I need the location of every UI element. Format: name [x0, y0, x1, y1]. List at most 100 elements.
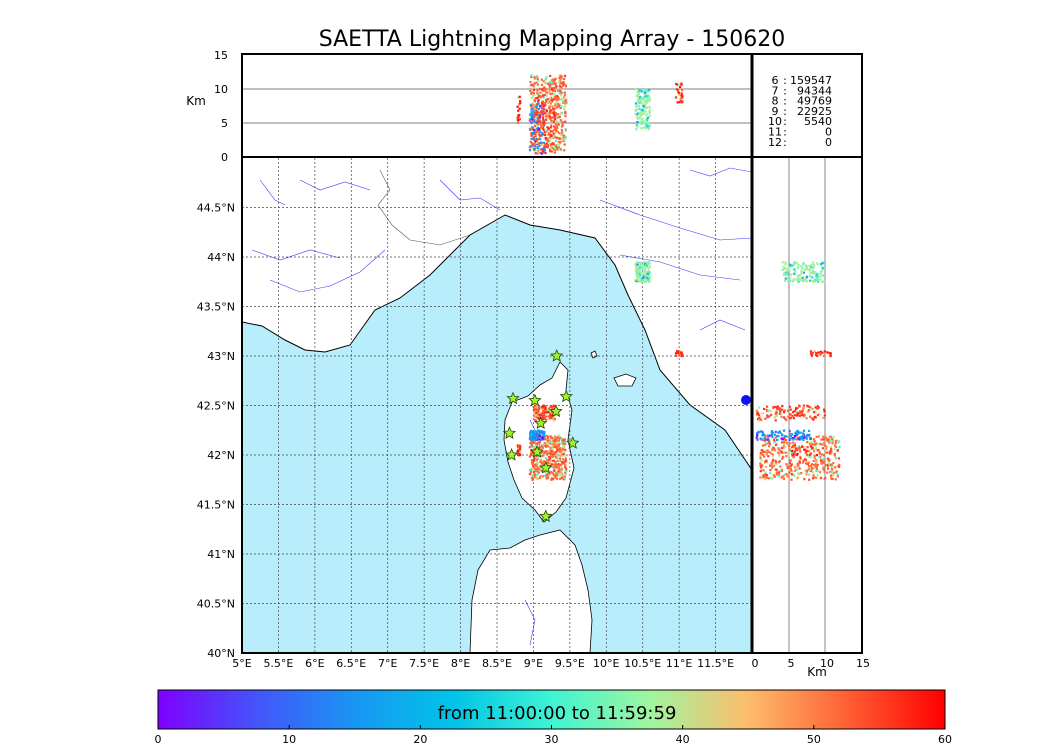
lightning-point — [536, 478, 540, 481]
lightning-point-side — [815, 274, 818, 277]
lightning-point-side — [784, 271, 788, 274]
lightning-point — [541, 430, 544, 433]
lightning-point-side — [790, 463, 793, 466]
colorbar-tick-label: 20 — [413, 733, 427, 746]
lightning-point-side — [802, 429, 806, 432]
lightning-point — [557, 450, 560, 453]
lightning-point — [551, 449, 554, 452]
lightning-point — [532, 471, 536, 474]
lightning-point-top — [550, 88, 554, 91]
lightning-point-side — [788, 429, 791, 433]
lightning-point-side — [809, 266, 813, 269]
lightning-point-top — [546, 91, 549, 94]
lightning-point-side — [781, 268, 784, 271]
lightning-point-top — [556, 148, 559, 151]
lightning-point-top — [558, 141, 562, 145]
lightning-point-side — [782, 265, 785, 268]
lightning-point-side — [820, 262, 823, 266]
lightning-point-side — [810, 441, 813, 444]
lightning-point — [636, 266, 640, 270]
lightning-point-top — [544, 145, 547, 148]
lightning-point-top — [529, 92, 533, 95]
station-star-icon — [504, 447, 519, 461]
lightning-point-side — [762, 474, 765, 477]
lightning-point-top — [562, 101, 565, 104]
lightning-point — [647, 270, 650, 273]
lightning-point-side — [765, 473, 769, 477]
lightning-point-top — [547, 112, 550, 115]
lightning-point-side — [823, 280, 826, 283]
top-ytick: 0 — [221, 151, 228, 164]
lightning-point — [554, 461, 557, 464]
lightning-point — [537, 456, 540, 459]
lightning-point-top — [537, 121, 540, 124]
lightning-point-top — [640, 114, 643, 117]
lightning-point-top — [535, 121, 538, 124]
lightning-point — [536, 469, 539, 472]
lightning-point — [543, 438, 546, 441]
lightning-point — [536, 409, 539, 412]
lightning-point-top — [533, 113, 536, 116]
lightning-point-side — [793, 466, 796, 469]
lightning-point — [547, 455, 551, 458]
lightning-point-side — [816, 449, 819, 452]
lightning-point-side — [811, 443, 814, 446]
lightning-point-side — [767, 434, 770, 437]
lightning-point-top — [648, 110, 651, 113]
lightning-point-top — [552, 78, 555, 81]
lightning-point-side — [798, 411, 801, 415]
lightning-point-side — [770, 433, 774, 436]
lightning-point — [535, 430, 538, 434]
lightning-point-top — [641, 97, 644, 100]
lightning-point-side — [764, 417, 767, 420]
lightning-point-side — [809, 456, 813, 459]
lightning-point-top — [519, 99, 522, 103]
lightning-point-side — [805, 417, 808, 420]
lightning-point-side — [774, 461, 778, 464]
lightning-point-top — [553, 78, 556, 82]
lightning-point — [560, 440, 564, 443]
lightning-point-top — [644, 104, 647, 107]
lightning-point-top — [564, 102, 567, 106]
lon-tick: 11°E — [666, 657, 692, 670]
lightning-point-side — [810, 354, 814, 357]
lightning-point-top — [531, 121, 534, 124]
lightning-point-side — [797, 432, 800, 435]
lightning-point — [543, 451, 546, 454]
lightning-point-side — [824, 435, 827, 439]
lightning-point-side — [799, 437, 802, 440]
lightning-point-side — [787, 453, 790, 457]
station-star-icon — [559, 389, 573, 403]
lightning-point — [542, 431, 545, 434]
lightning-point — [543, 460, 546, 463]
lightning-point-side — [829, 352, 832, 355]
lightning-point-side — [833, 452, 836, 456]
lightning-point — [634, 264, 637, 267]
lightning-point-top — [645, 102, 648, 105]
lightning-point-side — [794, 431, 797, 434]
lightning-point-side — [781, 457, 784, 460]
lightning-point-side — [817, 412, 820, 415]
lightning-point-side — [779, 469, 782, 472]
lightning-point — [644, 270, 647, 273]
lightning-point — [542, 438, 545, 441]
lightning-point-side — [804, 264, 807, 267]
lightning-point-top — [545, 99, 548, 102]
lightning-point — [530, 435, 533, 439]
lon-tick-labels: 5°E 5.5°E 6°E 6.5°E 7°E 7.5°E 8°E 8.5°E 9°E 9.5°E… — [232, 657, 734, 670]
lightning-point-side — [766, 449, 769, 452]
lightning-point-top — [519, 101, 522, 104]
lightning-point-top — [560, 81, 563, 84]
lightning-point-top — [541, 94, 544, 98]
lon-tick: 8.5°E — [482, 657, 512, 670]
lightning-point-side — [767, 455, 770, 458]
lightning-point-side — [832, 435, 835, 439]
lightning-point-top — [640, 97, 643, 100]
lightning-point-side — [798, 277, 801, 280]
lightning-point-top — [533, 115, 536, 119]
lightning-point — [564, 459, 567, 462]
lightning-point-side — [812, 272, 815, 275]
lightning-point — [535, 458, 538, 461]
lightning-point — [674, 354, 678, 357]
lightning-point-top — [553, 113, 556, 116]
